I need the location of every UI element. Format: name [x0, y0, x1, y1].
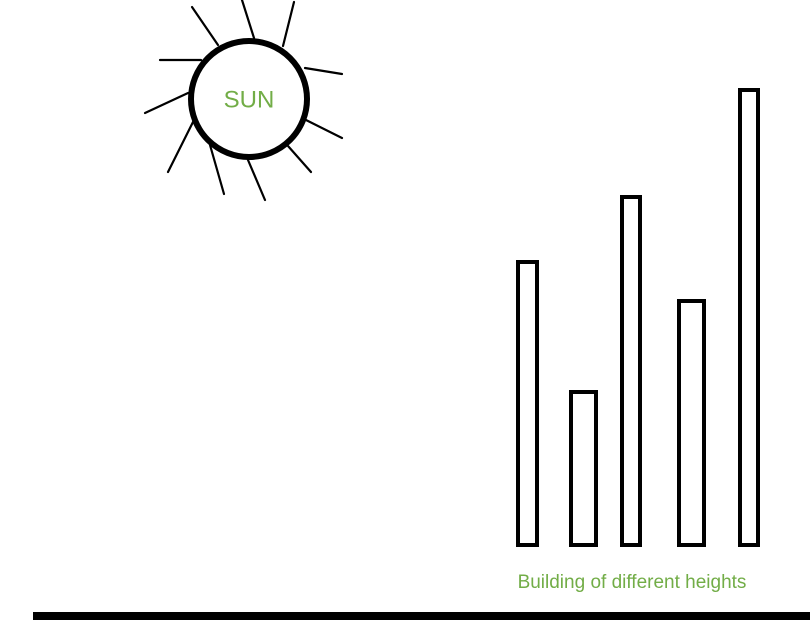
sun-label: SUN — [224, 86, 275, 113]
building-4 — [677, 299, 706, 547]
building-5 — [738, 88, 760, 547]
sun-ray — [246, 158, 267, 202]
building-3 — [620, 195, 642, 547]
buildings — [516, 88, 760, 547]
sun-ray — [303, 66, 344, 76]
sun-ray — [286, 144, 313, 174]
sun-ray — [166, 120, 195, 174]
sun-ray — [143, 91, 190, 115]
sun-ray — [304, 118, 344, 140]
sun-rays — [143, 0, 344, 202]
ground-line — [33, 612, 810, 620]
sun: SUN — [143, 0, 344, 202]
sun-ray — [240, 0, 256, 40]
building-2 — [569, 390, 598, 547]
sun-icon — [188, 38, 310, 160]
sun-ray — [208, 143, 226, 196]
building-1 — [516, 260, 539, 547]
buildings-caption: Building of different heights — [518, 572, 747, 593]
sun-ray — [190, 5, 220, 47]
sun-ray — [281, 0, 296, 48]
